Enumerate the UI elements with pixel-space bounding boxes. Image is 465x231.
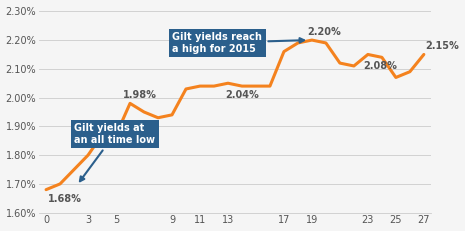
Text: 1.98%: 1.98% bbox=[123, 90, 157, 100]
Text: 2.08%: 2.08% bbox=[364, 61, 398, 71]
Text: 2.04%: 2.04% bbox=[225, 90, 259, 100]
Text: 2.15%: 2.15% bbox=[425, 41, 459, 51]
Text: 1.68%: 1.68% bbox=[47, 194, 81, 204]
Text: 2.20%: 2.20% bbox=[308, 27, 341, 37]
Text: Gilt yields reach
a high for 2015: Gilt yields reach a high for 2015 bbox=[172, 32, 304, 54]
Text: Gilt yields at
an all time low: Gilt yields at an all time low bbox=[74, 123, 155, 181]
